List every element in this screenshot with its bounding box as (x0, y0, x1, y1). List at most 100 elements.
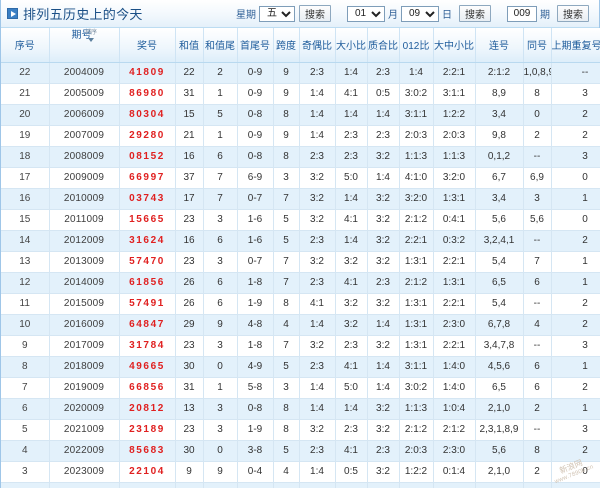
table-row[interactable]: 22024009815031770-883:22:33:22:1:21:2:21… (1, 482, 600, 488)
cell-award: 23189 (119, 419, 176, 441)
table-row[interactable]: 9 2017009 31784 23 3 1-8 7 3:2 2:3 3:2 1:3:1 2:2:1 3… (1, 335, 600, 357)
cell-repeat: 2 (551, 314, 600, 336)
cell-award: 61856 (119, 272, 176, 294)
cell-oddeven: 1:4 (299, 83, 336, 105)
cell-consecutive: 2,1,0 (475, 398, 524, 420)
cell-headtail: 0-8 (237, 104, 274, 126)
cell-consecutive: 0,1,2 (475, 146, 524, 168)
table-row[interactable]: 12 2014009 61856 26 6 1-8 7 2:3 4:1 2:3 2:1:2 1:3:1… (1, 272, 600, 294)
cell-sum: 23 (175, 209, 204, 231)
cell-seq: 5 (1, 419, 50, 441)
cell-headtail: 4-9 (237, 356, 274, 378)
cell-zeroonetwo: 3:0:2 (399, 377, 434, 399)
cell-zeroonetwo: 3:1:1 (399, 104, 434, 126)
column-header-oddeven: 奇偶比 (299, 28, 336, 63)
cell-bigmidsmall: 2:0:3 (433, 125, 476, 147)
issue-search-button[interactable]: 搜索 (557, 5, 589, 22)
table-row[interactable]: 4 2022009 85683 30 0 3-8 5 2:3 4:1 2:3 2:0:3 2:3:0 5… (1, 440, 600, 462)
cell-same: 6,9 (523, 167, 552, 189)
cell-same: 3 (523, 188, 552, 210)
cell-bigsmall: 2:3 (335, 482, 368, 488)
cell-primecomp: 3:2 (367, 293, 400, 315)
table-row[interactable]: 14 2012009 31624 16 6 1-6 5 2:3 1:4 3:2 2:2:1 0:3:2… (1, 230, 600, 252)
table-row[interactable]: 20 2006009 80304 15 5 0-8 8 1:4 1:4 1:4 3:1:1 1:2:2… (1, 104, 600, 126)
cell-consecutive: 3,2,4,1 (475, 230, 524, 252)
sort-control[interactable]: 排序 (85, 30, 97, 42)
cell-span: 9 (273, 125, 300, 147)
cell-zeroonetwo: 1:3:1 (399, 314, 434, 336)
cell-span: 3 (273, 377, 300, 399)
column-header-label: 和值尾 (205, 41, 235, 53)
date-search-button[interactable]: 搜索 (459, 5, 491, 22)
cell-period: 2023009 (49, 461, 120, 483)
cell-primecomp: 0:5 (367, 83, 400, 105)
cell-bigsmall: 2:3 (335, 335, 368, 357)
cell-repeat: 2 (551, 125, 600, 147)
cell-sum: 9 (175, 461, 204, 483)
cell-same: 8 (523, 440, 552, 462)
cell-oddeven: 3:2 (299, 167, 336, 189)
cell-bigsmall: 1:4 (335, 188, 368, 210)
weekday-select[interactable]: 五 (259, 5, 295, 22)
table-row[interactable]: 15 2011009 15665 23 3 1-6 5 3:2 4:1 3:2 2:1:2 0:4:1… (1, 209, 600, 231)
issue-input[interactable] (507, 5, 537, 22)
sort-down-icon[interactable] (87, 38, 94, 42)
cell-repeat: 2 (551, 482, 600, 488)
cell-zeroonetwo: 3:2:0 (399, 188, 434, 210)
cell-headtail: 0-9 (237, 125, 274, 147)
cell-consecutive: 5,6 (475, 440, 524, 462)
cell-consecutive: 6,5 (475, 377, 524, 399)
cell-seq: 15 (1, 209, 50, 231)
table-row[interactable]: 11 2015009 57491 26 6 1-9 8 4:1 3:2 3:2 1:3:1 2:2:1… (1, 293, 600, 315)
table-row[interactable]: 8 2018009 49665 30 0 4-9 5 2:3 4:1 1:4 3:1:1 1:4:0 4… (1, 356, 600, 378)
cell-span: 5 (273, 209, 300, 231)
cell-bigmidsmall: 1:1:3 (433, 146, 476, 168)
cell-oddeven: 1:4 (299, 104, 336, 126)
table-row[interactable]: 16 2010009 03743 17 7 0-7 7 3:2 1:4 3:2 3:2:0 1:3:1… (1, 188, 600, 210)
cell-oddeven: 3:2 (299, 419, 336, 441)
table-header-row: 序号 期号 排序 奖号 和值 和值尾 首尾号 跨度 奇偶比 大小比 质合比 012比 大中小比 连号 同号上… (1, 28, 600, 63)
history-table-wrap: 序号 期号 排序 奖号 和值 和值尾 首尾号 跨度 奇偶比 大小比 质合比 012比 大中小比 连号 同号上… (1, 28, 600, 488)
table-row[interactable]: 10 2016009 64847 29 9 4-8 4 1:4 3:2 1:4 1:3:1 2:3:0… (1, 314, 600, 336)
cell-sum: 22 (175, 62, 204, 84)
cell-bigmidsmall: 1:2:2 (433, 104, 476, 126)
table-row[interactable]: 22 2004009 41809 22 2 0-9 9 2:3 1:4 2:3 1:4 2:2:1 2:… (1, 62, 600, 84)
cell-repeat: 2 (551, 104, 600, 126)
weekday-search-button[interactable]: 搜索 (299, 5, 331, 22)
month-select[interactable]: 01 (347, 5, 385, 22)
cell-award: 66856 (119, 377, 176, 399)
table-row[interactable]: 17 2009009 66997 37 7 6-9 3 3:2 5:0 1:4 4:1:0 3:2:0… (1, 167, 600, 189)
cell-sumtail: 0 (203, 440, 238, 462)
cell-award: 08152 (119, 146, 176, 168)
table-head: 序号 期号 排序 奖号 和值 和值尾 首尾号 跨度 奇偶比 大小比 质合比 012比 大中小比 连号 同号上… (1, 28, 600, 63)
cell-bigsmall: 4:1 (335, 209, 368, 231)
cell-repeat: 2 (551, 377, 600, 399)
cell-headtail: 1-6 (237, 209, 274, 231)
cell-bigmidsmall: 2:2:1 (433, 251, 476, 273)
cell-oddeven: 4:1 (299, 293, 336, 315)
table-row[interactable]: 19 2007009 29280 21 1 0-9 9 1:4 2:3 2:3 2:0:3 2:0:3… (1, 125, 600, 147)
day-select[interactable]: 09 (401, 5, 439, 22)
cell-headtail: 1-9 (237, 419, 274, 441)
table-row[interactable]: 18 2008009 08152 16 6 0-8 8 2:3 2:3 3:2 1:1:3 1:1:3… (1, 146, 600, 168)
cell-consecutive: 1,0 (475, 482, 524, 488)
table-row[interactable]: 6 2020009 20812 13 3 0-8 8 1:4 1:4 3:2 1:1:3 1:0:4 2… (1, 398, 600, 420)
cell-bigsmall: 3:2 (335, 251, 368, 273)
table-row[interactable]: 7 2019009 66856 31 1 5-8 3 1:4 5:0 1:4 3:0:2 1:4:0 6… (1, 377, 600, 399)
cell-zeroonetwo: 2:1:2 (399, 419, 434, 441)
table-row[interactable]: 5 2021009 23189 23 3 1-9 8 3:2 2:3 3:2 2:1:2 2:1:2 2… (1, 419, 600, 441)
cell-zeroonetwo: 4:1:0 (399, 167, 434, 189)
cell-primecomp: 2:3 (367, 272, 400, 294)
cell-headtail: 0-9 (237, 62, 274, 84)
title-group: 排列五历史上的今天 (7, 4, 143, 23)
cell-period: 2007009 (49, 125, 120, 147)
table-row[interactable]: 21 2005009 86980 31 1 0-9 9 1:4 4:1 0:5 3:0:2 3:1:1… (1, 83, 600, 105)
cell-same: 6 (523, 272, 552, 294)
table-row[interactable]: 3 2023009 22104 9 9 0-4 4 1:4 0:5 3:2 1:2:2 0:1:4 2,… (1, 461, 600, 483)
column-header-period[interactable]: 期号 排序 (49, 28, 120, 63)
column-header-award: 奖号 (119, 28, 176, 63)
column-header-label: 序号 (14, 41, 35, 53)
cell-period: 2014009 (49, 272, 120, 294)
table-row[interactable]: 13 2013009 57470 23 3 0-7 7 3:2 3:2 3:2 1:3:1 2:2:1… (1, 251, 600, 273)
cell-oddeven: 3:2 (299, 188, 336, 210)
